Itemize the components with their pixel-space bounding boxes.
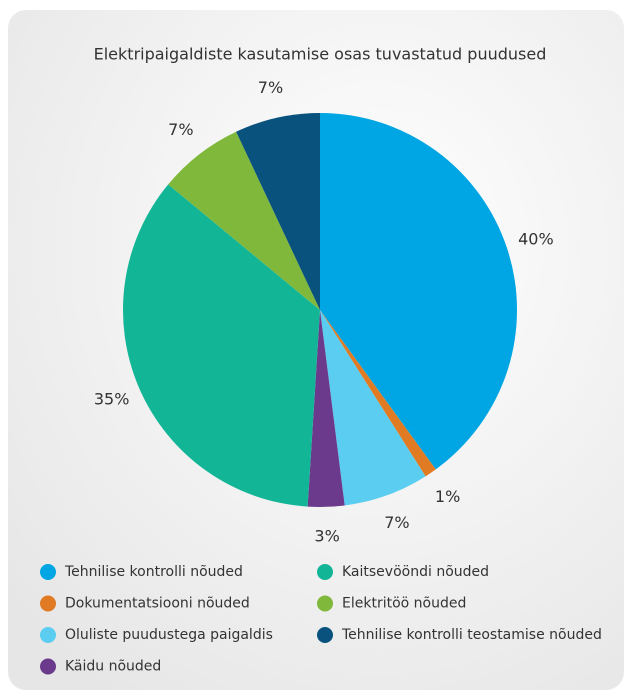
legend-marker [317, 596, 333, 612]
legend-marker [40, 627, 56, 643]
legend-label: Käidu nõuded [65, 659, 161, 675]
legend-marker [317, 564, 333, 580]
data-label: 40% [518, 229, 554, 248]
data-label: 35% [94, 390, 130, 409]
legend-label: Tehnilise kontrolli teostamise nõuded [341, 627, 602, 643]
legend-marker [40, 564, 56, 580]
legend-label: Tehnilise kontrolli nõuded [64, 564, 243, 580]
data-label: 7% [168, 120, 193, 139]
legend-marker [40, 596, 56, 612]
legend-marker [40, 659, 56, 675]
legend-marker [317, 627, 333, 643]
data-label: 7% [258, 78, 283, 97]
chart: Elektripaigaldiste kasutamise osas tuvas… [0, 0, 632, 699]
legend-label: Kaitsevööndi nõuded [342, 564, 489, 580]
data-label: 7% [384, 513, 409, 532]
legend-label: Oluliste puudustega paigaldis [65, 627, 273, 643]
legend-label: Elektritöö nõuded [342, 596, 466, 612]
chart-title: Elektripaigaldiste kasutamise osas tuvas… [94, 45, 547, 64]
data-label: 1% [435, 487, 460, 506]
data-label: 3% [314, 526, 339, 545]
legend-label: Dokumentatsiooni nõuded [65, 596, 250, 612]
page: Elektripaigaldiste kasutamise osas tuvas… [0, 0, 632, 699]
